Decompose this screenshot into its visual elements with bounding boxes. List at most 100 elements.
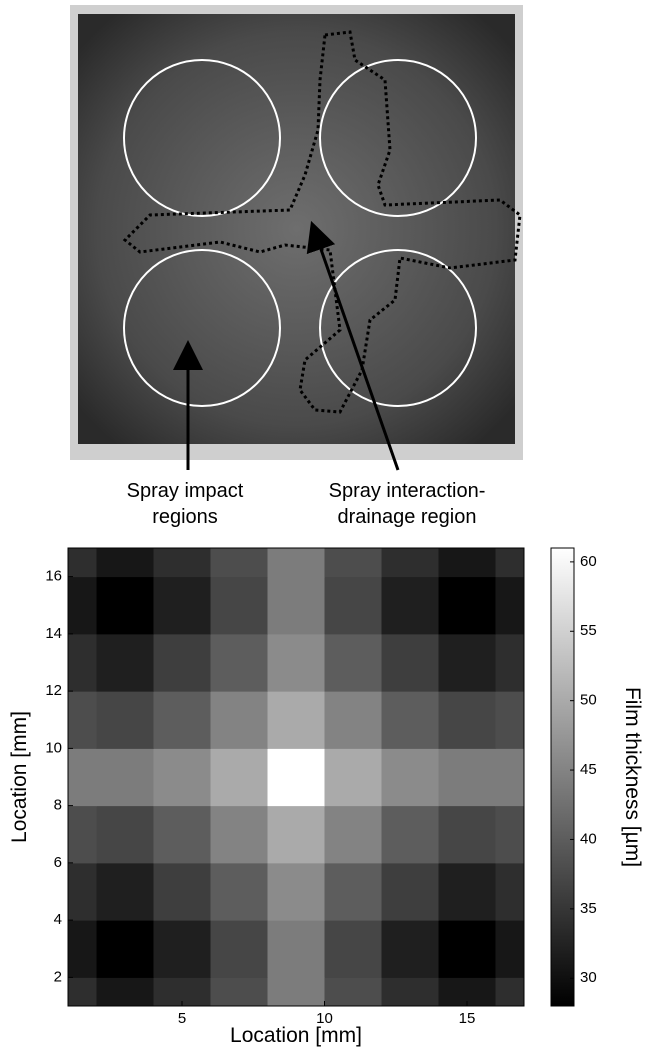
colorbar-tick-label: 40 bbox=[580, 830, 597, 847]
cell bbox=[96, 805, 154, 864]
photo bbox=[70, 5, 523, 471]
cell bbox=[495, 576, 524, 635]
cell bbox=[96, 633, 154, 692]
cell bbox=[381, 977, 439, 1006]
cell bbox=[324, 977, 382, 1006]
colorbar-tick-label: 55 bbox=[580, 622, 597, 639]
cell bbox=[267, 691, 325, 749]
cell bbox=[324, 920, 382, 978]
cell bbox=[438, 633, 496, 692]
colorbar bbox=[550, 547, 575, 1007]
cell bbox=[68, 748, 97, 807]
cell bbox=[68, 548, 97, 578]
cell bbox=[324, 691, 382, 749]
cell bbox=[153, 920, 211, 978]
cell bbox=[68, 805, 97, 864]
cell bbox=[438, 805, 496, 864]
cell bbox=[153, 862, 211, 921]
cell bbox=[210, 691, 268, 749]
y-tick-label: 2 bbox=[54, 968, 62, 985]
heatmap bbox=[68, 548, 524, 1006]
cell bbox=[153, 548, 211, 578]
cell bbox=[210, 548, 268, 578]
cell bbox=[210, 576, 268, 635]
cell bbox=[153, 633, 211, 692]
cell bbox=[495, 862, 524, 921]
cell bbox=[495, 548, 524, 578]
plot-frame bbox=[67, 547, 525, 1007]
annotation: drainage region bbox=[338, 506, 477, 528]
cell bbox=[381, 920, 439, 978]
y-tick-label: 16 bbox=[45, 568, 62, 585]
y-tick-label: 14 bbox=[45, 625, 62, 642]
x-tick-label: 15 bbox=[459, 1010, 476, 1027]
cell bbox=[68, 977, 97, 1006]
annotation: Spray interaction- bbox=[329, 480, 486, 502]
cell bbox=[96, 920, 154, 978]
cell bbox=[96, 548, 154, 578]
cell bbox=[381, 862, 439, 921]
cell bbox=[210, 748, 268, 807]
cell bbox=[495, 977, 524, 1006]
cell bbox=[210, 862, 268, 921]
cell bbox=[324, 633, 382, 692]
cell bbox=[495, 748, 524, 807]
cell bbox=[68, 862, 97, 921]
cell bbox=[96, 576, 154, 635]
cell bbox=[267, 748, 325, 807]
cell bbox=[495, 691, 524, 749]
cell bbox=[96, 691, 154, 749]
cell bbox=[153, 805, 211, 864]
cell bbox=[381, 805, 439, 864]
cell bbox=[438, 748, 496, 807]
colorbar-label: Film thickness [µm] bbox=[621, 687, 644, 867]
y-tick-label: 4 bbox=[54, 911, 62, 928]
cell bbox=[267, 633, 325, 692]
cell bbox=[267, 548, 325, 578]
cell bbox=[267, 805, 325, 864]
y-tick-label: 6 bbox=[54, 854, 62, 871]
y-tick-label: 8 bbox=[54, 797, 62, 814]
cell bbox=[153, 691, 211, 749]
cell bbox=[381, 576, 439, 635]
cell bbox=[68, 691, 97, 749]
colorbar-tick-label: 30 bbox=[580, 969, 597, 986]
cell bbox=[381, 691, 439, 749]
cell bbox=[324, 862, 382, 921]
cell bbox=[438, 576, 496, 635]
colorbar-tick-label: 45 bbox=[580, 761, 597, 778]
cell bbox=[381, 633, 439, 692]
cell bbox=[381, 748, 439, 807]
y-tick-label: 10 bbox=[45, 739, 62, 756]
x-axis-label: Location [mm] bbox=[230, 1024, 362, 1047]
cell bbox=[267, 576, 325, 635]
cell bbox=[267, 977, 325, 1006]
colorbar-tick-label: 35 bbox=[580, 900, 597, 917]
cell bbox=[324, 805, 382, 864]
cell bbox=[210, 977, 268, 1006]
x-tick-label: 10 bbox=[316, 1010, 333, 1027]
colorbar-tick-label: 60 bbox=[580, 553, 597, 570]
annotation: regions bbox=[152, 506, 218, 528]
cell bbox=[438, 920, 496, 978]
cell bbox=[153, 748, 211, 807]
cell bbox=[153, 576, 211, 635]
y-axis-label: Location [mm] bbox=[8, 711, 31, 843]
cell bbox=[438, 862, 496, 921]
cell bbox=[324, 548, 382, 578]
cell bbox=[68, 576, 97, 635]
cell bbox=[68, 920, 97, 978]
cell bbox=[68, 633, 97, 692]
x-tick-label: 5 bbox=[178, 1010, 186, 1027]
cell bbox=[210, 805, 268, 864]
cell bbox=[495, 920, 524, 978]
cell bbox=[324, 576, 382, 635]
cell bbox=[438, 691, 496, 749]
cell bbox=[381, 548, 439, 578]
y-tick-label: 12 bbox=[45, 682, 62, 699]
colorbar-tick-label: 50 bbox=[580, 692, 597, 709]
cell bbox=[495, 805, 524, 864]
cell bbox=[267, 862, 325, 921]
annotation: Spray impact bbox=[127, 480, 244, 502]
